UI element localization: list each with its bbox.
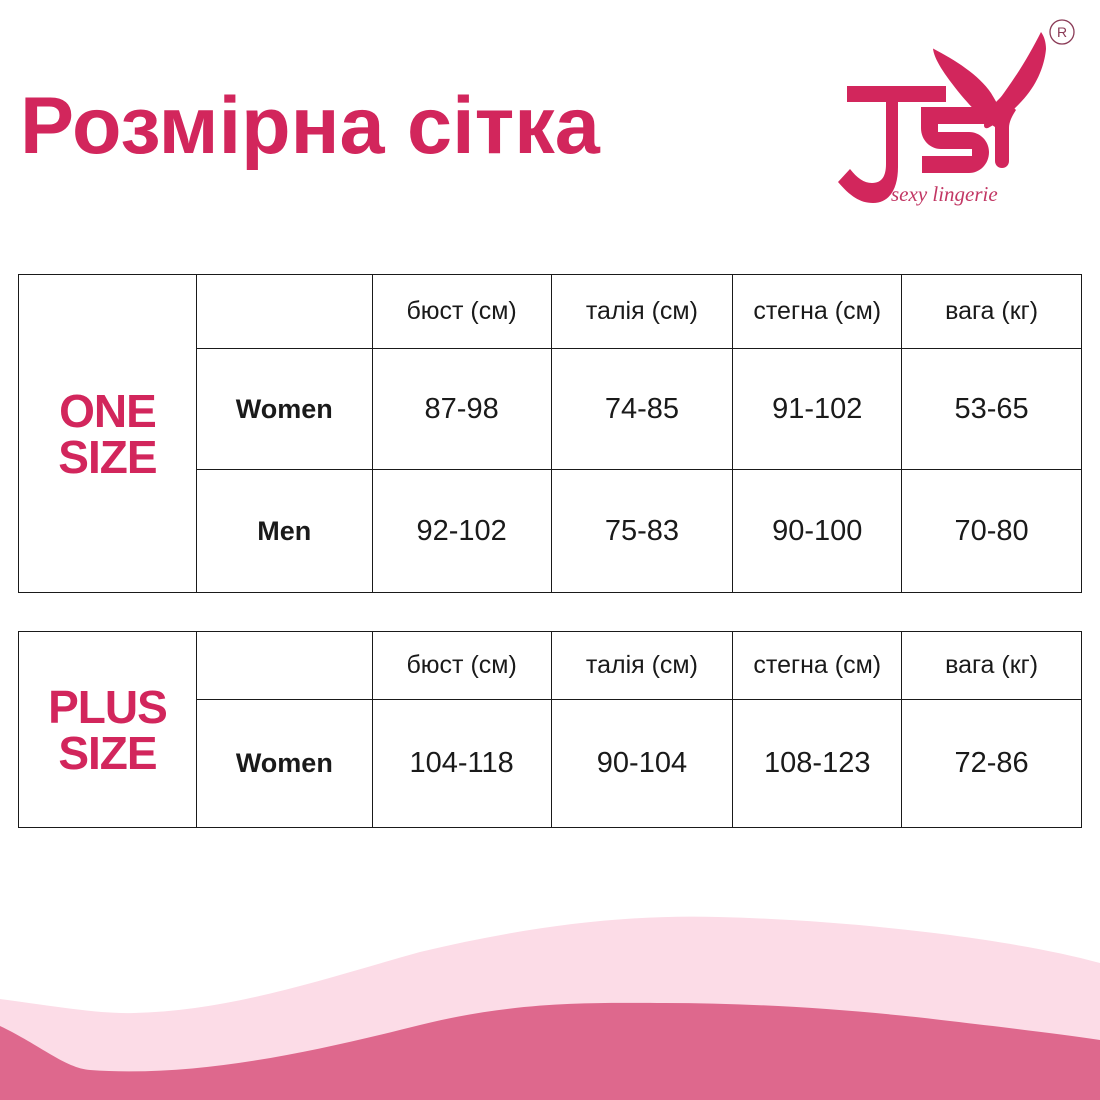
svg-text:R: R xyxy=(1057,24,1067,40)
